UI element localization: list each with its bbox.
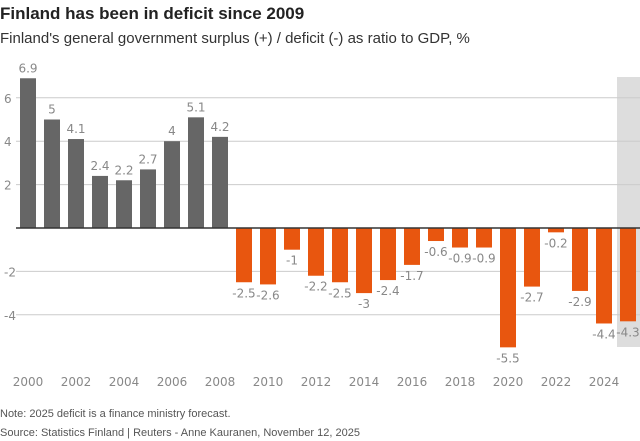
bar-2018 xyxy=(452,228,468,248)
data-label: 2.2 xyxy=(114,163,133,177)
bar-2001 xyxy=(44,119,60,228)
x-tick-label: 2002 xyxy=(61,375,92,389)
bar-2005 xyxy=(140,169,156,228)
bar-2025 xyxy=(620,228,636,322)
bar-2019 xyxy=(476,228,492,248)
x-tick-label: 2000 xyxy=(13,375,44,389)
data-label: -0.2 xyxy=(544,236,567,250)
data-label: -2.7 xyxy=(520,291,543,305)
data-label: 4.2 xyxy=(210,120,229,134)
bar-2014 xyxy=(356,228,372,294)
y-tick-label: 4 xyxy=(4,135,12,149)
bar-2011 xyxy=(284,228,300,250)
data-label: -2.5 xyxy=(328,286,351,300)
bar-2015 xyxy=(380,228,396,281)
x-tick-label: 2008 xyxy=(205,375,236,389)
bar-2010 xyxy=(260,228,276,285)
data-label: -2.6 xyxy=(256,288,279,302)
bar-2008 xyxy=(212,136,228,228)
chart-title: Finland has been in deficit since 2009 xyxy=(0,4,305,23)
data-label: 5.1 xyxy=(186,100,205,114)
chart-source: Source: Statistics Finland | Reuters - A… xyxy=(0,427,360,439)
bar-2002 xyxy=(68,139,84,228)
x-tick-label: 2010 xyxy=(253,375,284,389)
data-label: -0.6 xyxy=(424,245,447,259)
data-label: -1 xyxy=(286,254,298,268)
x-tick-label: 2022 xyxy=(541,375,572,389)
bar-2012 xyxy=(308,228,324,276)
data-label: 5 xyxy=(48,103,56,117)
x-tick-label: 2006 xyxy=(157,375,188,389)
data-label: -0.9 xyxy=(448,252,471,266)
x-tick-label: 2012 xyxy=(301,375,332,389)
data-label: -2.5 xyxy=(232,286,255,300)
x-tick-label: 2020 xyxy=(493,375,524,389)
data-label: 6.9 xyxy=(18,61,37,75)
bar-2000 xyxy=(20,78,36,229)
data-label: -4.3 xyxy=(616,325,639,339)
chart-note: Note: 2025 deficit is a finance ministry… xyxy=(0,408,231,420)
data-label: -2.4 xyxy=(376,284,399,298)
y-tick-label: -4 xyxy=(4,309,16,323)
data-label: 4 xyxy=(168,124,176,138)
x-tick-label: 2018 xyxy=(445,375,476,389)
data-label: -5.5 xyxy=(496,351,519,365)
data-label: -2.2 xyxy=(304,280,327,294)
chart-subtitle: Finland's general government surplus (+)… xyxy=(0,30,470,47)
data-label: -1.7 xyxy=(400,269,423,283)
bar-2004 xyxy=(116,180,132,228)
bar-2007 xyxy=(188,117,204,228)
x-tick-label: 2014 xyxy=(349,375,380,389)
bar-2022 xyxy=(548,228,564,233)
data-label: -0.9 xyxy=(472,252,495,266)
bar-2021 xyxy=(524,228,540,287)
y-tick-label: 2 xyxy=(4,179,12,193)
data-label: 2.4 xyxy=(90,159,109,173)
bar-2009 xyxy=(236,228,252,283)
data-label: 4.1 xyxy=(66,122,85,136)
bar-2017 xyxy=(428,228,444,242)
bar-2013 xyxy=(332,228,348,283)
x-tick-label: 2004 xyxy=(109,375,140,389)
data-label: -3 xyxy=(358,297,370,311)
bar-2003 xyxy=(92,175,108,228)
bar-2024 xyxy=(596,228,612,324)
bar-2023 xyxy=(572,228,588,291)
x-tick-label: 2016 xyxy=(397,375,428,389)
data-label: 2.7 xyxy=(138,152,157,166)
bar-2020 xyxy=(500,228,516,348)
data-label: -2.9 xyxy=(568,295,591,309)
y-tick-label: -2 xyxy=(4,265,16,279)
bar-2016 xyxy=(404,228,420,265)
data-label: -4.4 xyxy=(592,327,615,341)
bar-2006 xyxy=(164,141,180,228)
x-tick-label: 2024 xyxy=(589,375,620,389)
y-tick-label: 6 xyxy=(4,92,12,106)
